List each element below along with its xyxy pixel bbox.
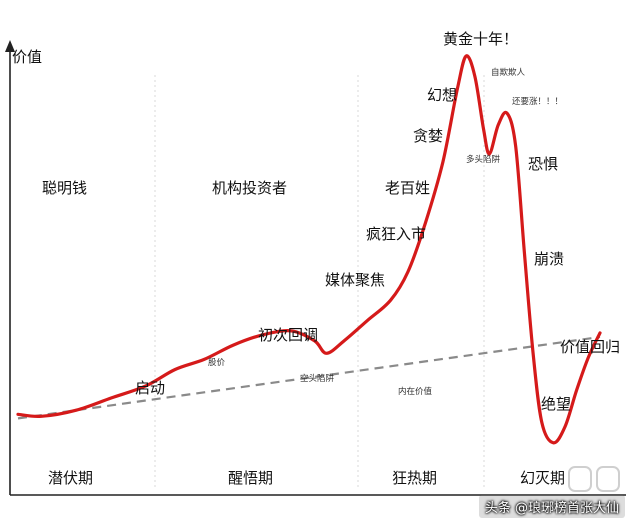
watermark-logo	[568, 466, 620, 492]
phase-label: 潜伏期	[48, 469, 93, 487]
phase-label: 狂热期	[392, 469, 437, 487]
y-axis-label: 价值	[12, 48, 42, 66]
label-first-pullback: 初次回调	[258, 326, 318, 344]
label-smart-money: 聪明钱	[42, 179, 87, 197]
label-despair: 绝望	[541, 395, 571, 413]
label-golden-decade: 黄金十年！	[443, 30, 518, 48]
watermark-text: 头条 @琅琊榜首张大仙	[478, 495, 625, 518]
phase-label: 醒悟期	[228, 469, 273, 487]
label-fear: 恐惧	[528, 155, 558, 173]
phase-label: 幻灭期	[520, 469, 565, 487]
label-greed: 贪婪	[413, 127, 443, 145]
price-curve	[16, 54, 602, 445]
label-mania: 疯狂入市	[366, 225, 426, 243]
label-illusion: 幻想	[427, 86, 457, 104]
label-mean-reversion: 价值回归	[560, 338, 620, 356]
label-stock-price: 股价	[208, 358, 226, 368]
label-bear-trap: 空头陷阱	[300, 373, 335, 384]
label-still-rising: 还要涨！！！	[512, 96, 563, 107]
label-self-deception: 自欺欺人	[491, 67, 526, 78]
label-retail: 老百姓	[385, 179, 430, 197]
intrinsic-value-line	[17, 335, 601, 420]
label-intrinsic-value: 内在价值	[398, 386, 433, 397]
label-bull-trap: 多头陷阱	[466, 154, 501, 165]
label-collapse: 崩溃	[534, 250, 564, 268]
label-institutions: 机构投资者	[212, 179, 287, 197]
label-media: 媒体聚焦	[325, 271, 385, 289]
label-launch: 启动	[135, 379, 165, 397]
y-axis-arrow	[5, 40, 15, 52]
